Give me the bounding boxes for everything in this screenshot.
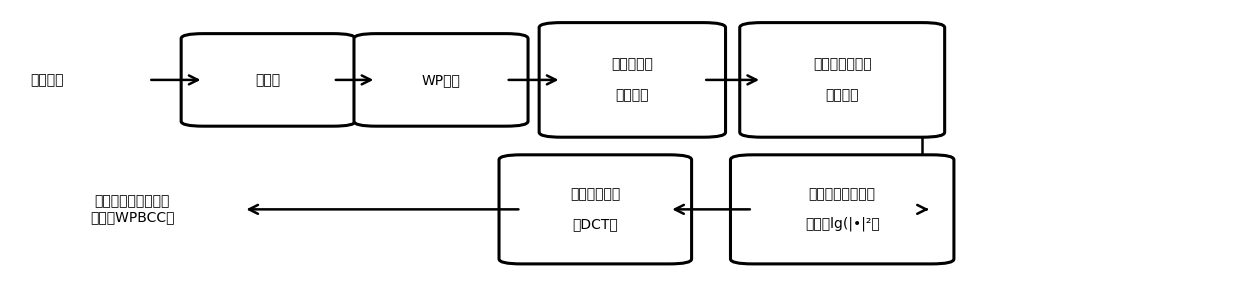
Text: 语音信号: 语音信号 (30, 73, 63, 87)
Text: 预处理: 预处理 (255, 73, 280, 87)
FancyBboxPatch shape (539, 22, 725, 137)
Text: 求能量并进行对数: 求能量并进行对数 (808, 187, 875, 201)
FancyBboxPatch shape (740, 22, 945, 137)
Text: 小波包分解频带倒谱
系数（WPBCC）: 小波包分解频带倒谱 系数（WPBCC） (91, 194, 175, 225)
FancyBboxPatch shape (730, 155, 954, 264)
FancyBboxPatch shape (181, 34, 355, 126)
Text: 运算（lg(|•|²）: 运算（lg(|•|²） (805, 217, 879, 232)
Text: 分解系数: 分解系数 (826, 89, 859, 103)
Text: 离散余弦变换: 离散余弦变换 (570, 187, 620, 201)
Text: 选取相应节点的: 选取相应节点的 (813, 57, 872, 71)
Text: WP分解: WP分解 (422, 73, 460, 87)
Text: 升序排列: 升序排列 (615, 89, 649, 103)
Text: （DCT）: （DCT） (573, 217, 619, 231)
FancyBboxPatch shape (353, 34, 528, 126)
Text: 对子频带按: 对子频带按 (611, 57, 653, 71)
FancyBboxPatch shape (498, 155, 692, 264)
